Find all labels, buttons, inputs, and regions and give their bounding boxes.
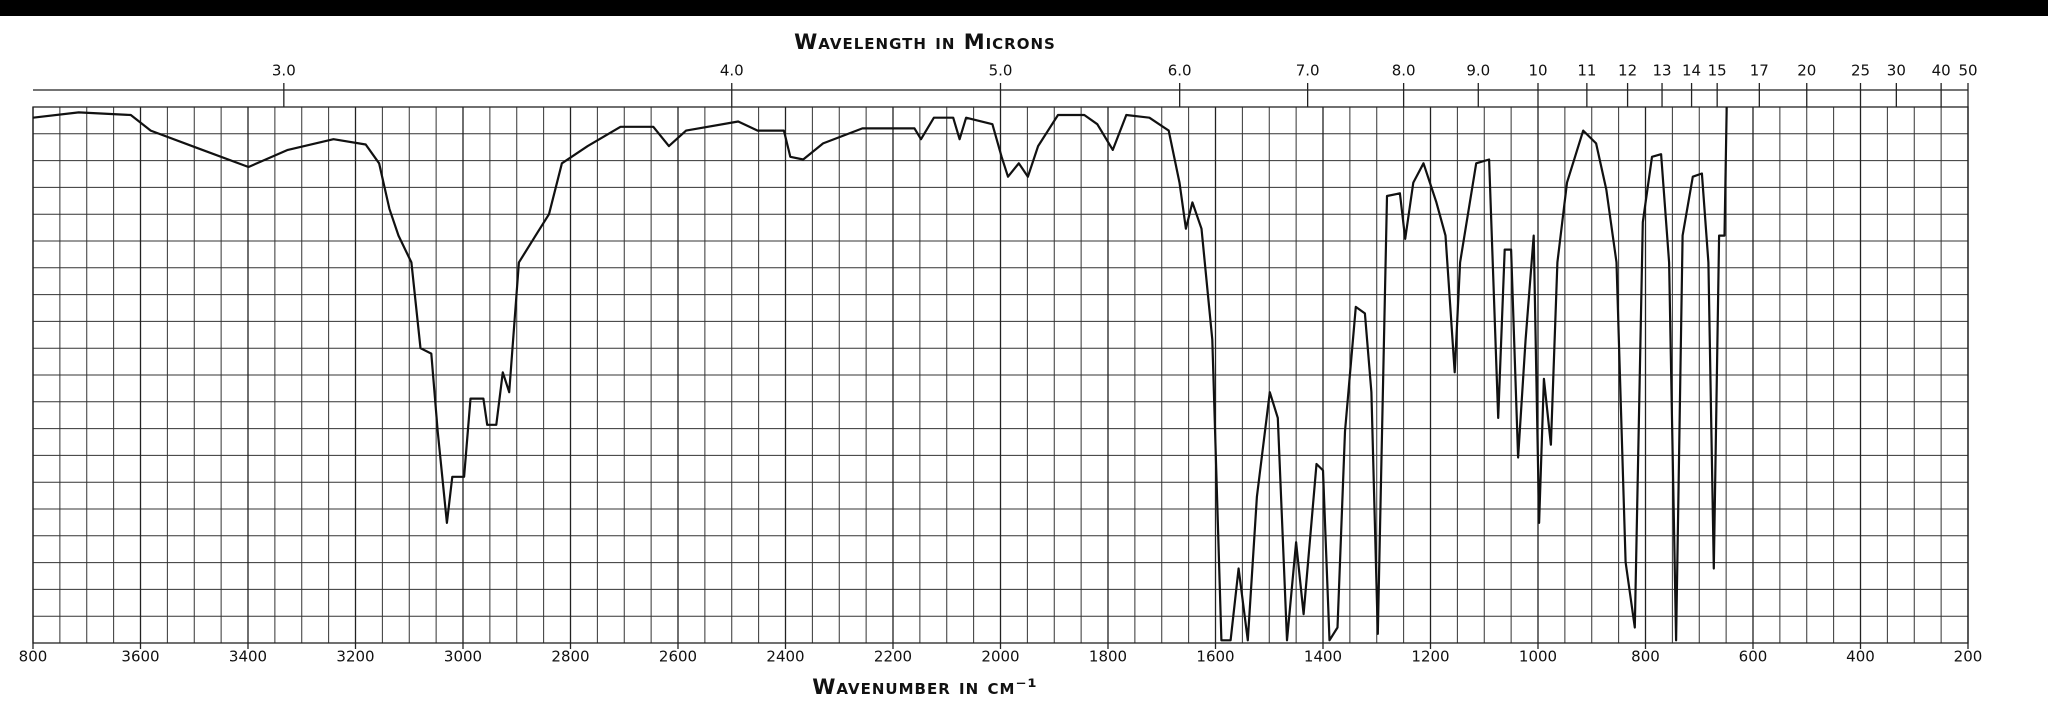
x-tick-label: 2800 [551,648,589,666]
x-tick-label: 1400 [1304,648,1342,666]
x-tick-label: 2400 [766,648,804,666]
x-tick-label: 3600 [121,648,159,666]
x2-tick-label: 8.0 [1392,62,1416,80]
chart-title: Wavelength in Microns [794,30,1056,54]
x2-tick-label: 30 [1887,62,1906,80]
x2-tick-label: 11 [1577,62,1596,80]
x-tick-label: 1200 [1411,648,1449,666]
plot-frame [32,106,1969,644]
x2-tick-label: 6.0 [1168,62,1192,80]
x-tick-label: 2200 [874,648,912,666]
x2-tick-label: 40 [1932,62,1951,80]
x2-tick-label: 7.0 [1296,62,1320,80]
x2-tick-label: 9.0 [1466,62,1490,80]
x-axis-label: Wavenumber in cm⁻¹ [812,675,1037,699]
x-tick-label: 2000 [981,648,1019,666]
x2-tick-label: 14 [1682,62,1701,80]
x-tick-label: 2600 [659,648,697,666]
x2-tick-label: 10 [1528,62,1547,80]
x-tick-label: 3400 [229,648,267,666]
x-tick-label: 1800 [1089,648,1127,666]
x2-tick-label: 5.0 [989,62,1013,80]
x-tick-label: 3200 [336,648,374,666]
x2-tick-label: 13 [1652,62,1671,80]
x2-tick-label: 12 [1618,62,1637,80]
x2-tick-label: 25 [1851,62,1870,80]
x-tick-label: 800 [1631,648,1660,666]
x-tick-label: 1600 [1196,648,1234,666]
x-tick-label: 200 [1954,648,1983,666]
x-tick-label: 3000 [444,648,482,666]
x2-tick-label: 4.0 [720,62,744,80]
x-tick-label: 600 [1739,648,1768,666]
x2-tick-label: 15 [1708,62,1727,80]
spectrum-line [32,106,1728,642]
x2-tick-label: 3.0 [272,62,296,80]
x-tick-label: 1000 [1519,648,1557,666]
x2-tick-label: 50 [1958,62,1977,80]
x-tick-label: 400 [1846,648,1875,666]
x2-tick-label: 20 [1797,62,1816,80]
top-band [0,0,2048,16]
x-tick-label: 800 [19,648,48,666]
x2-tick-label: 17 [1750,62,1769,80]
